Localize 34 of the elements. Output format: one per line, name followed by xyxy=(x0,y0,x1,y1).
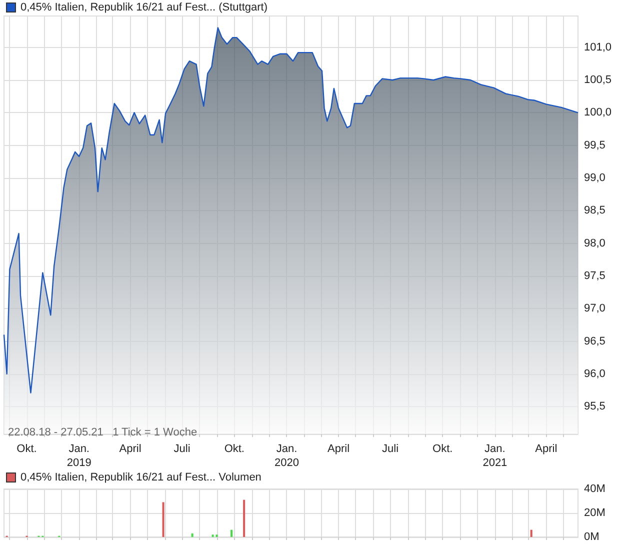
y-tick-label: 40M xyxy=(584,483,606,495)
x-tick-label: Juli xyxy=(382,443,399,455)
bar xyxy=(530,530,532,537)
y-tick-label: 96,0 xyxy=(584,368,606,380)
y-tick-label: 97,5 xyxy=(584,270,606,282)
x-tick-label: April xyxy=(327,443,350,455)
y-tick-label: 100,5 xyxy=(584,74,612,86)
y-tick-label: 99,5 xyxy=(584,139,606,152)
y-tick-label: 101,0 xyxy=(584,41,612,54)
y-tick-label: 0M xyxy=(584,531,600,543)
x-tick-label: Jan. 2019 xyxy=(66,443,92,469)
x-tick-label: April xyxy=(535,443,558,455)
x-tick-label: Jan. 2021 xyxy=(482,443,508,469)
x-tick-label: April xyxy=(119,443,142,455)
y-tick-label: 100,0 xyxy=(584,106,612,119)
x-tick-label: Juli xyxy=(174,443,190,455)
x-tick-label: Okt. xyxy=(16,443,37,455)
legend-label: 0,45% Italien, Republik 16/21 auf Fest... Volumen xyxy=(20,472,262,484)
annotation: 22.08.18 - 27.05.21 1 Tick = 1 Woche xyxy=(8,426,198,438)
bar xyxy=(230,530,233,537)
bar xyxy=(162,502,164,537)
y-tick-label: 99,0 xyxy=(584,172,606,184)
legend-label: 0,45% Italien, Republik 16/21 auf Fest... (Stuttgart) xyxy=(20,2,268,14)
y-tick-label: 98,0 xyxy=(584,237,606,250)
x-tick-label: Okt. xyxy=(224,443,244,455)
y-tick-label: 95,5 xyxy=(584,400,606,413)
y-tick-label: 97,0 xyxy=(584,302,606,315)
y-tick-label: 96,5 xyxy=(584,335,606,348)
x-tick-label: Okt. xyxy=(432,443,453,455)
y-tick-label: 20M xyxy=(584,507,606,519)
x-tick-label: Jan. 2020 xyxy=(274,443,299,469)
bar xyxy=(191,533,194,537)
bar xyxy=(243,500,246,537)
y-tick-label: 98,5 xyxy=(584,204,606,217)
